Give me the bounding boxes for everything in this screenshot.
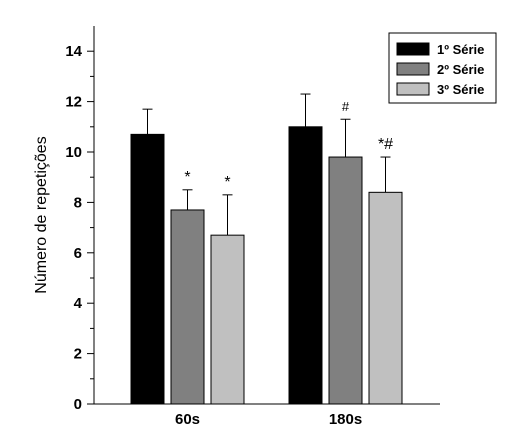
y-axis-title: Número de repetições bbox=[33, 136, 50, 293]
y-tick-label: 0 bbox=[74, 396, 82, 413]
legend-swatch-series-2 bbox=[396, 62, 430, 76]
labels-layer: 0 2 4 6 8 10 12 14 Número de repetições * * 60s # *# 1… bbox=[33, 43, 393, 428]
bar-180s-series-2 bbox=[328, 156, 363, 405]
significance-marker: *# bbox=[378, 136, 393, 153]
bar-60s-series-1 bbox=[130, 133, 165, 405]
legend-label-series-1: 1º Série bbox=[437, 42, 484, 57]
y-tick-label: 4 bbox=[74, 295, 83, 312]
bars-layer bbox=[130, 93, 403, 405]
bar-180s-series-3 bbox=[368, 191, 403, 405]
bar-180s-series-1 bbox=[288, 126, 323, 405]
y-tick-label: 14 bbox=[65, 43, 82, 60]
x-tick-label: 60s bbox=[175, 411, 200, 428]
significance-marker: * bbox=[184, 169, 190, 186]
legend: 1º Série 2º Série 3º Série bbox=[388, 32, 497, 104]
bar-60s-series-2 bbox=[170, 209, 205, 405]
bar-60s-series-3 bbox=[210, 234, 245, 405]
y-tick-label: 8 bbox=[74, 194, 82, 211]
x-tick-label: 180s bbox=[329, 411, 362, 428]
legend-label-series-2: 2º Série bbox=[437, 62, 484, 77]
y-tick-label: 2 bbox=[74, 346, 82, 363]
y-tick-label: 12 bbox=[65, 94, 82, 111]
significance-marker: # bbox=[342, 99, 350, 114]
y-tick-label: 6 bbox=[74, 245, 82, 262]
legend-label-series-3: 3º Série bbox=[437, 82, 484, 97]
legend-swatch-series-3 bbox=[396, 82, 430, 96]
legend-swatch-series-1 bbox=[396, 42, 430, 56]
y-tick-label: 10 bbox=[65, 144, 82, 161]
significance-marker: * bbox=[224, 174, 230, 191]
